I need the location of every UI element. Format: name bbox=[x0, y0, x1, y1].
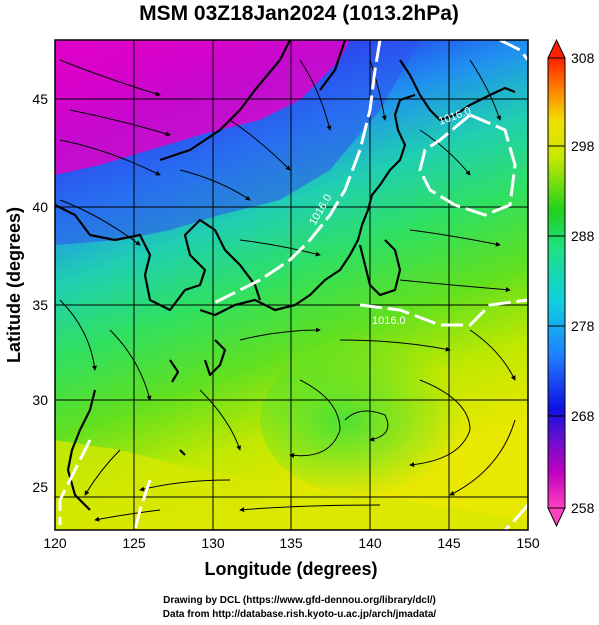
y-axis-label: Latitude (degrees) bbox=[4, 207, 24, 363]
y-tick-label: 30 bbox=[32, 392, 48, 408]
colorbar-tick-label: 308 bbox=[571, 50, 595, 66]
colorbar-tick-label: 258 bbox=[571, 500, 595, 516]
colorbar-tick-label: 268 bbox=[571, 408, 595, 424]
colorbar-min-arrow bbox=[547, 507, 566, 528]
isobar-1016 bbox=[58, 40, 528, 530]
x-tick-label: 125 bbox=[122, 535, 146, 551]
colorbar-max-arrow bbox=[547, 38, 566, 59]
x-tick-label: 120 bbox=[43, 535, 67, 551]
colorbar: 258 268 278 288 298 308 bbox=[547, 38, 595, 528]
y-tick-label: 40 bbox=[32, 199, 48, 215]
cool-region bbox=[55, 40, 420, 245]
contour-label: 1016.0 bbox=[372, 315, 406, 327]
y-tick-label: 45 bbox=[32, 91, 48, 107]
x-tick-label: 135 bbox=[279, 535, 303, 551]
x-tick-label: 130 bbox=[201, 535, 225, 551]
colorbar-tick-label: 288 bbox=[571, 228, 595, 244]
coastlines bbox=[55, 40, 516, 511]
warm-region bbox=[55, 440, 528, 530]
x-axis: 120 125 130 135 140 145 150 Longitude (d… bbox=[43, 535, 540, 579]
credit-line-drawing: Drawing by DCL (https://www.gfd-dennou.o… bbox=[163, 595, 436, 606]
colorbar-gradient bbox=[547, 57, 566, 509]
x-tick-label: 145 bbox=[437, 535, 461, 551]
y-tick-label: 25 bbox=[32, 479, 48, 495]
colorbar-tick-label: 298 bbox=[571, 138, 595, 154]
figure-title: MSM 03Z18Jan2024 (1013.2hPa) bbox=[139, 2, 459, 25]
warm-eddy bbox=[260, 340, 500, 500]
map-plot-area: 1016.0 1016.0 1016.0 bbox=[54, 39, 529, 531]
wind-streamlines bbox=[59, 59, 516, 522]
y-axis: 25 30 35 40 45 Latitude (degrees) bbox=[4, 91, 48, 495]
cold-region bbox=[55, 40, 350, 175]
x-tick-label: 150 bbox=[516, 535, 540, 551]
plot-frame bbox=[54, 39, 529, 531]
colorbar-tick-label: 278 bbox=[571, 318, 595, 334]
x-tick-label: 140 bbox=[358, 535, 382, 551]
credit-line-data: Data from http://database.rish.kyoto-u.a… bbox=[162, 609, 437, 620]
y-tick-label: 35 bbox=[32, 297, 48, 313]
x-axis-label: Longitude (degrees) bbox=[204, 559, 377, 579]
